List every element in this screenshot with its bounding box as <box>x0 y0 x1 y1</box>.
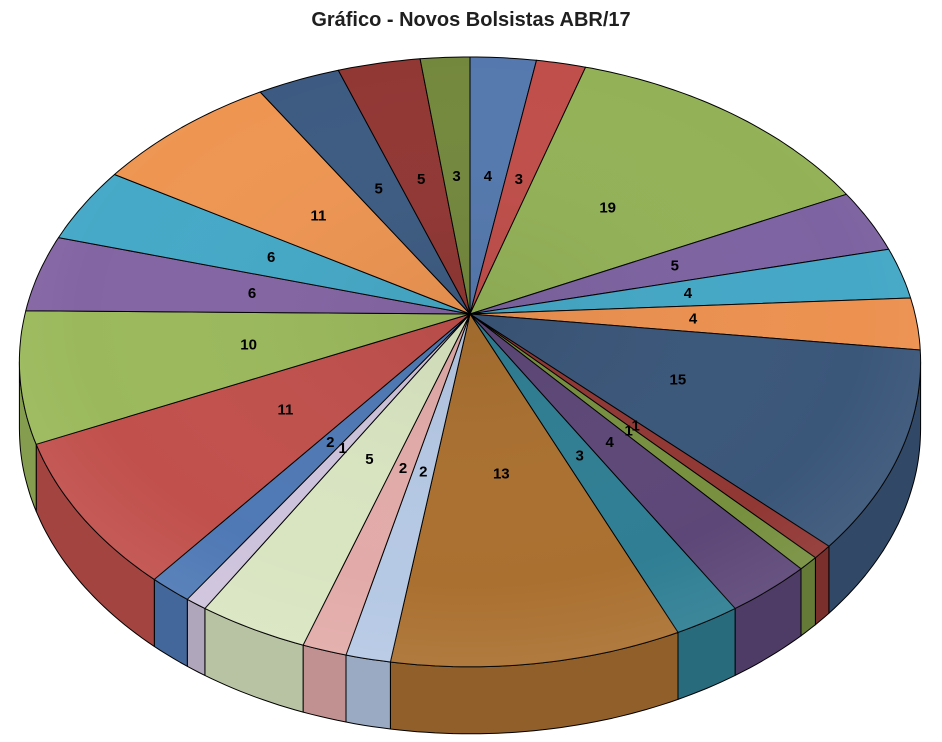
slice-value-label: 3 <box>452 168 460 185</box>
pie-tops <box>18 56 922 668</box>
slice-value-label: 11 <box>310 207 326 224</box>
slice-value-label: 4 <box>689 310 698 327</box>
slice-value-label: 6 <box>248 285 256 302</box>
slice-value-label: 11 <box>277 401 293 418</box>
pie-slice-wall <box>345 654 391 730</box>
slice-value-label: 15 <box>670 372 687 389</box>
slice-value-label: 4 <box>684 285 693 302</box>
slice-value-label: 1 <box>339 440 347 457</box>
pie-slice-wall <box>800 557 816 637</box>
slice-value-label: 1 <box>632 418 640 435</box>
slice-value-label: 19 <box>599 200 616 217</box>
slice-value-label: 2 <box>326 434 334 451</box>
slice-value-label: 4 <box>484 168 493 185</box>
slice-value-label: 2 <box>399 460 407 477</box>
slice-value-label: 5 <box>417 171 425 188</box>
slice-value-label: 1 <box>625 422 633 439</box>
slice-value-label: 10 <box>240 336 257 353</box>
chart-title: Gráfico - Novos Bolsistas ABR/17 <box>311 9 631 31</box>
slice-value-label: 2 <box>419 464 427 481</box>
slice-value-label: 5 <box>671 258 679 275</box>
pie-slice-wall <box>814 545 830 626</box>
slice-value-label: 3 <box>515 171 523 188</box>
pie-slice-wall <box>302 644 347 723</box>
slice-value-label: 4 <box>606 434 615 451</box>
slice-value-label: 5 <box>365 451 373 468</box>
slice-value-label: 3 <box>576 448 584 465</box>
pie-slice-wall <box>186 598 206 676</box>
slice-value-label: 13 <box>493 465 510 482</box>
slice-value-label: 5 <box>375 181 383 198</box>
slice-value-label: 6 <box>267 249 275 266</box>
